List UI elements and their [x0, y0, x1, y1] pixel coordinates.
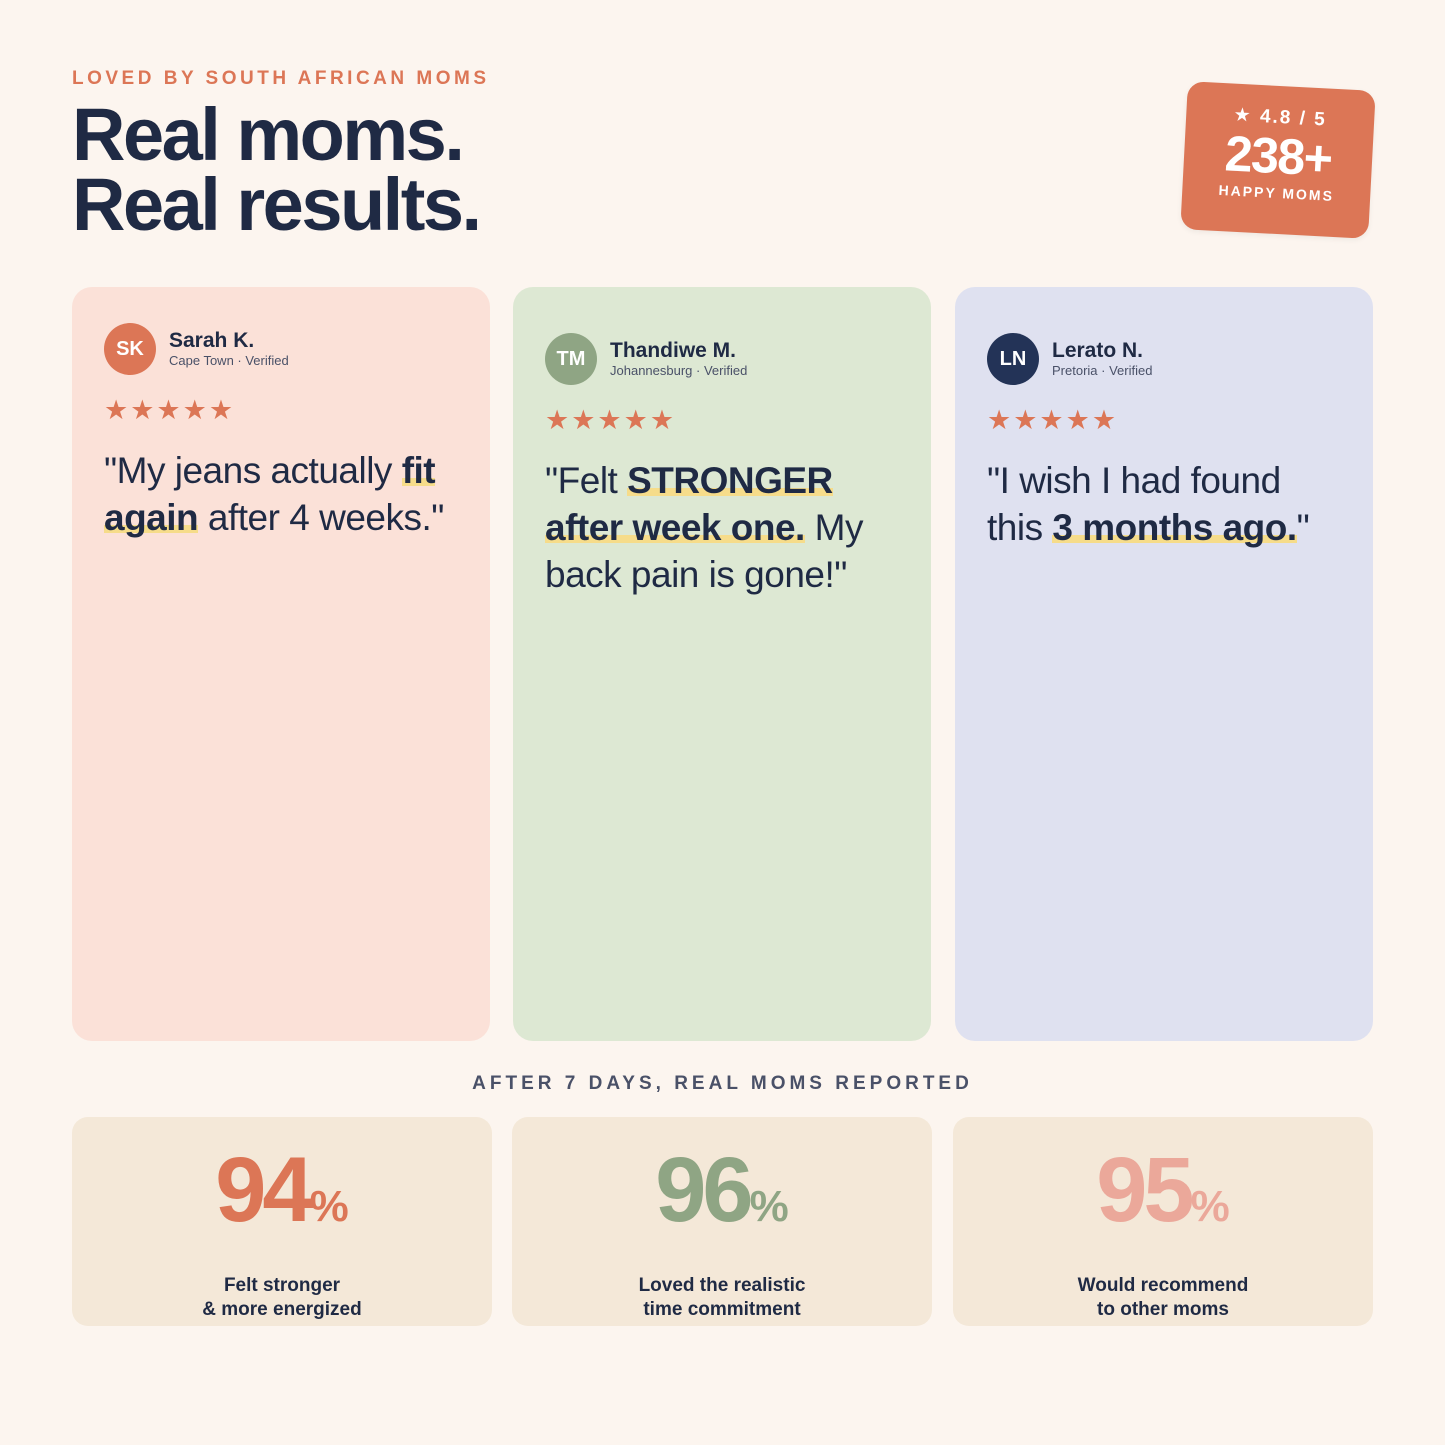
happy-moms-count: 238+ [1223, 125, 1333, 187]
quote-highlight: 3 months ago. [1052, 507, 1297, 548]
avatar: TM [545, 333, 597, 385]
star-rating: ★★★★★ [987, 405, 1119, 435]
quote-text: "I wish I had found this [987, 460, 1281, 548]
stats-section-label: AFTER 7 DAYS, REAL MOMS REPORTED [472, 1073, 973, 1094]
rating-badge: ★ 4.8 / 5 238+ HAPPY MOMS [1180, 81, 1376, 239]
stat-number: 94 [215, 1139, 313, 1241]
quote-text-end: after 4 weeks." [198, 497, 444, 538]
quote-highlight: STRONGER after week one. [545, 460, 833, 548]
stat-description: Loved the realistic time commitment [638, 1275, 806, 1320]
reviewer-name: Sarah K. [169, 329, 255, 352]
reviewer-name: Lerato N. [1052, 339, 1144, 362]
testimonial-header: TM Thandiwe M. Johannesburg · Verified [545, 333, 899, 385]
stat-value: 95% [953, 1144, 1373, 1252]
testimonial-quote: "Felt STRONGER after week one. My back p… [545, 457, 899, 598]
page-title: Real moms. Real results. [72, 93, 482, 246]
avatar: SK [104, 323, 156, 375]
testimonial-header: SK Sarah K. Cape Town · Verified [104, 323, 458, 375]
testimonial-quote: "I wish I had found this 3 months ago." [987, 457, 1341, 551]
quote-text-end: My back pain is gone!" [545, 507, 863, 595]
reviewer-location: Cape Town · Verified [169, 353, 289, 368]
stat-description: Felt stronger & more energized [202, 1275, 362, 1320]
quote-text: "Felt [545, 460, 628, 501]
stat-description: Would recommend to other moms [1077, 1275, 1249, 1320]
star-rating: ★★★★★ [104, 395, 236, 425]
headline-line-1: Real moms. [72, 93, 465, 176]
testimonial-quote: "My jeans actually fit again after 4 wee… [104, 447, 458, 541]
headline-line-2: Real results. [72, 163, 482, 246]
stat-card-stronger: 94% Felt stronger & more energized [72, 1117, 492, 1326]
quote-text: "My jeans actually [104, 450, 402, 491]
stat-card-time-commitment: 96% Loved the realistic time commitment [512, 1117, 932, 1326]
stat-value: 96% [512, 1144, 932, 1252]
testimonial-card-sarah: SK Sarah K. Cape Town · Verified ★★★★★ "… [72, 287, 490, 1041]
stat-unit: % [309, 1182, 349, 1231]
stat-number: 96 [655, 1139, 753, 1241]
reviewer-location: Johannesburg · Verified [610, 363, 748, 378]
testimonial-card-lerato: LN Lerato N. Pretoria · Verified ★★★★★ "… [955, 287, 1373, 1041]
stat-number: 95 [1096, 1139, 1194, 1241]
stat-value: 94% [72, 1144, 492, 1252]
testimonial-card-thandiwe: TM Thandiwe M. Johannesburg · Verified ★… [513, 287, 931, 1041]
testimonial-header: LN Lerato N. Pretoria · Verified [987, 333, 1341, 385]
stat-unit: % [749, 1182, 789, 1231]
eyebrow-label: LOVED BY SOUTH AFRICAN MOMS [72, 68, 490, 89]
star-rating: ★★★★★ [545, 405, 677, 435]
quote-text-end: " [1296, 507, 1310, 548]
reviewer-name: Thandiwe M. [610, 339, 736, 362]
stat-unit: % [1190, 1182, 1230, 1231]
reviewer-location: Pretoria · Verified [1052, 363, 1153, 378]
avatar: LN [987, 333, 1039, 385]
stat-card-recommend: 95% Would recommend to other moms [953, 1117, 1373, 1326]
